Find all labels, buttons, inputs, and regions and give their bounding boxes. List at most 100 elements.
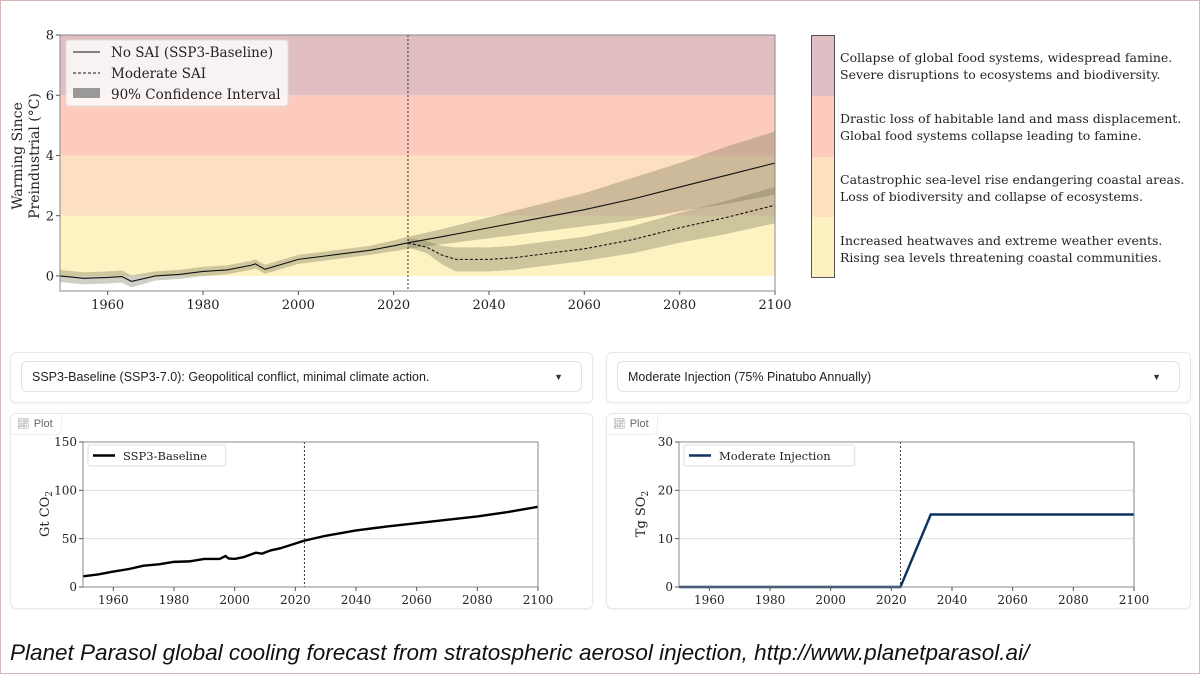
legend-box bbox=[683, 444, 856, 467]
legend-label: 90% Confidence Interval bbox=[111, 87, 281, 103]
legend-box bbox=[87, 444, 227, 467]
risk-label-4-6: Drastic loss of habitable land and mass … bbox=[840, 110, 1181, 144]
y-axis-label-text: Gt CO bbox=[38, 497, 53, 537]
risk-label-6-8: Collapse of global food systems, widespr… bbox=[840, 49, 1172, 83]
x-tick-label: 2100 bbox=[758, 298, 791, 313]
legend-box bbox=[65, 39, 289, 107]
y-tick-label: 50 bbox=[62, 532, 77, 546]
y-axis-label: Tg SO2 bbox=[634, 491, 651, 537]
risk-text: Increased heatwaves and extreme weather … bbox=[840, 233, 1163, 248]
plot-frame bbox=[678, 441, 1135, 588]
x-tick-label: 1980 bbox=[159, 593, 190, 607]
x-tick-label: 2040 bbox=[472, 298, 505, 313]
x-tick-label: 2060 bbox=[401, 593, 432, 607]
risk-text: Collapse of global food systems, widespr… bbox=[840, 50, 1173, 65]
scenario-selected-value: SSP3-Baseline (SSP3-7.0): Geopolitical c… bbox=[32, 370, 430, 384]
risk-band-6-8 bbox=[812, 36, 834, 97]
co2-emissions-chart: 1960 1980 2000 2020 2040 2060 2080 2100 0 50 100 15… bbox=[38, 435, 554, 607]
injection-card: Moderate Injection (75% Pinatubo Annuall… bbox=[606, 352, 1191, 403]
y-tick-label: 8 bbox=[46, 29, 54, 44]
scenario-card: SSP3-Baseline (SSP3-7.0): Geopolitical c… bbox=[10, 352, 593, 403]
legend-label: No SAI (SSP3-Baseline) bbox=[111, 45, 273, 61]
x-tick-label: 2060 bbox=[568, 298, 601, 313]
y-axis-label-subscript: 2 bbox=[45, 491, 55, 497]
x-tick-label: 2080 bbox=[663, 298, 696, 313]
plot-tag-label: Plot bbox=[629, 418, 649, 430]
plot-tag-label: Plot bbox=[33, 418, 53, 430]
x-tick-label: 2080 bbox=[462, 593, 493, 607]
x-tick-label: 2040 bbox=[937, 593, 968, 607]
y-axis-label: Gt CO2 bbox=[38, 491, 55, 537]
confidence-band bbox=[60, 131, 775, 288]
risk-label-0-2: Increased heatwaves and extreme weather … bbox=[840, 232, 1162, 266]
risk-text: Severe disruptions to ecosystems and bio… bbox=[840, 67, 1161, 82]
scenario-dropdown[interactable]: SSP3-Baseline (SSP3-7.0): Geopolitical c… bbox=[21, 361, 582, 392]
y-tick-label: 0 bbox=[46, 269, 54, 284]
plot-tag: 📈︎ Plot bbox=[11, 414, 62, 435]
y-tick-label: 4 bbox=[46, 149, 54, 164]
caret-down-icon: ▼ bbox=[1152, 372, 1161, 382]
figure-caption: Planet Parasol global cooling forecast f… bbox=[10, 640, 1030, 665]
risk-text: Rising sea levels threatening coastal co… bbox=[840, 250, 1162, 265]
y-axis-label: Warming Since bbox=[10, 102, 26, 210]
risk-text: Drastic loss of habitable land and mass … bbox=[840, 111, 1182, 126]
so2-plot-card: 1960 1980 2000 2020 2040 2060 2080 2100 0 10 20 30 T… bbox=[606, 413, 1191, 609]
risk-band bbox=[60, 215, 775, 276]
legend-label: Moderate Injection bbox=[719, 449, 831, 463]
x-tick-label: 2000 bbox=[815, 593, 846, 607]
risk-scale-bar bbox=[811, 35, 835, 278]
risk-label-2-4: Catastrophic sea-level rise endangering … bbox=[840, 171, 1184, 205]
series-line-0 bbox=[679, 513, 1134, 589]
y-tick-label: 10 bbox=[658, 532, 673, 546]
confidence-band bbox=[407, 187, 775, 272]
series-line-1 bbox=[407, 204, 776, 260]
caret-down-icon: ▼ bbox=[554, 372, 563, 382]
plot-frame bbox=[59, 34, 776, 292]
series-line-0 bbox=[59, 162, 776, 282]
plot-tag: 📈︎ Plot bbox=[607, 414, 658, 435]
y-tick-label: 2 bbox=[46, 209, 54, 224]
warming-chart: 1960 1980 2000 2020 2040 2060 2080 2100 0 2 4 6 8 War… bbox=[10, 29, 792, 313]
y-tick-label: 30 bbox=[658, 435, 673, 449]
x-tick-label: 2040 bbox=[341, 593, 372, 607]
x-tick-label: 2060 bbox=[997, 593, 1028, 607]
x-tick-label: 2100 bbox=[1119, 593, 1150, 607]
y-tick-label: 6 bbox=[46, 89, 54, 104]
y-tick-label: 100 bbox=[54, 484, 77, 498]
y-axis-label: Preindustrial (°C) bbox=[27, 93, 43, 219]
y-tick-label: 20 bbox=[658, 484, 673, 498]
injection-selected-value: Moderate Injection (75% Pinatubo Annuall… bbox=[628, 370, 872, 384]
x-tick-label: 2020 bbox=[377, 298, 410, 313]
x-tick-label: 1960 bbox=[694, 593, 725, 607]
risk-band-2-4 bbox=[812, 156, 834, 217]
plot-frame bbox=[82, 441, 539, 588]
y-axis-label-text: Tg SO bbox=[634, 497, 649, 538]
legend-label: Moderate SAI bbox=[111, 66, 206, 82]
chart-icon: 📈︎ bbox=[613, 419, 626, 430]
series-line-0 bbox=[82, 505, 539, 578]
x-tick-label: 2100 bbox=[523, 593, 554, 607]
injection-dropdown[interactable]: Moderate Injection (75% Pinatubo Annuall… bbox=[617, 361, 1180, 392]
x-tick-label: 1960 bbox=[91, 298, 124, 313]
x-tick-label: 1960 bbox=[98, 593, 129, 607]
risk-text: Catastrophic sea-level rise endangering … bbox=[840, 172, 1185, 187]
y-tick-label: 0 bbox=[69, 580, 77, 594]
risk-text: Global food systems collapse leading to … bbox=[840, 128, 1142, 143]
y-tick-label: 0 bbox=[665, 580, 673, 594]
risk-text: Loss of biodiversity and collapse of eco… bbox=[840, 189, 1144, 204]
x-tick-label: 2020 bbox=[280, 593, 311, 607]
x-tick-label: 2000 bbox=[219, 593, 250, 607]
risk-band-4-6 bbox=[812, 96, 834, 157]
x-tick-label: 1980 bbox=[186, 298, 219, 313]
y-tick-label: 150 bbox=[54, 435, 77, 449]
x-tick-label: 2020 bbox=[876, 593, 907, 607]
legend-ci-swatch bbox=[73, 88, 100, 98]
risk-band bbox=[60, 155, 775, 216]
legend-label: SSP3-Baseline bbox=[123, 449, 207, 463]
risk-band-0-2 bbox=[812, 216, 834, 277]
so2-injection-chart: 1960 1980 2000 2020 2040 2060 2080 2100 0 10 20 30 T… bbox=[634, 435, 1150, 607]
x-tick-label: 2000 bbox=[282, 298, 315, 313]
y-axis-label-subscript: 2 bbox=[641, 491, 651, 497]
x-tick-label: 2080 bbox=[1058, 593, 1089, 607]
co2-plot-card: 1960 1980 2000 2020 2040 2060 2080 2100 0 50 100 15… bbox=[10, 413, 593, 609]
